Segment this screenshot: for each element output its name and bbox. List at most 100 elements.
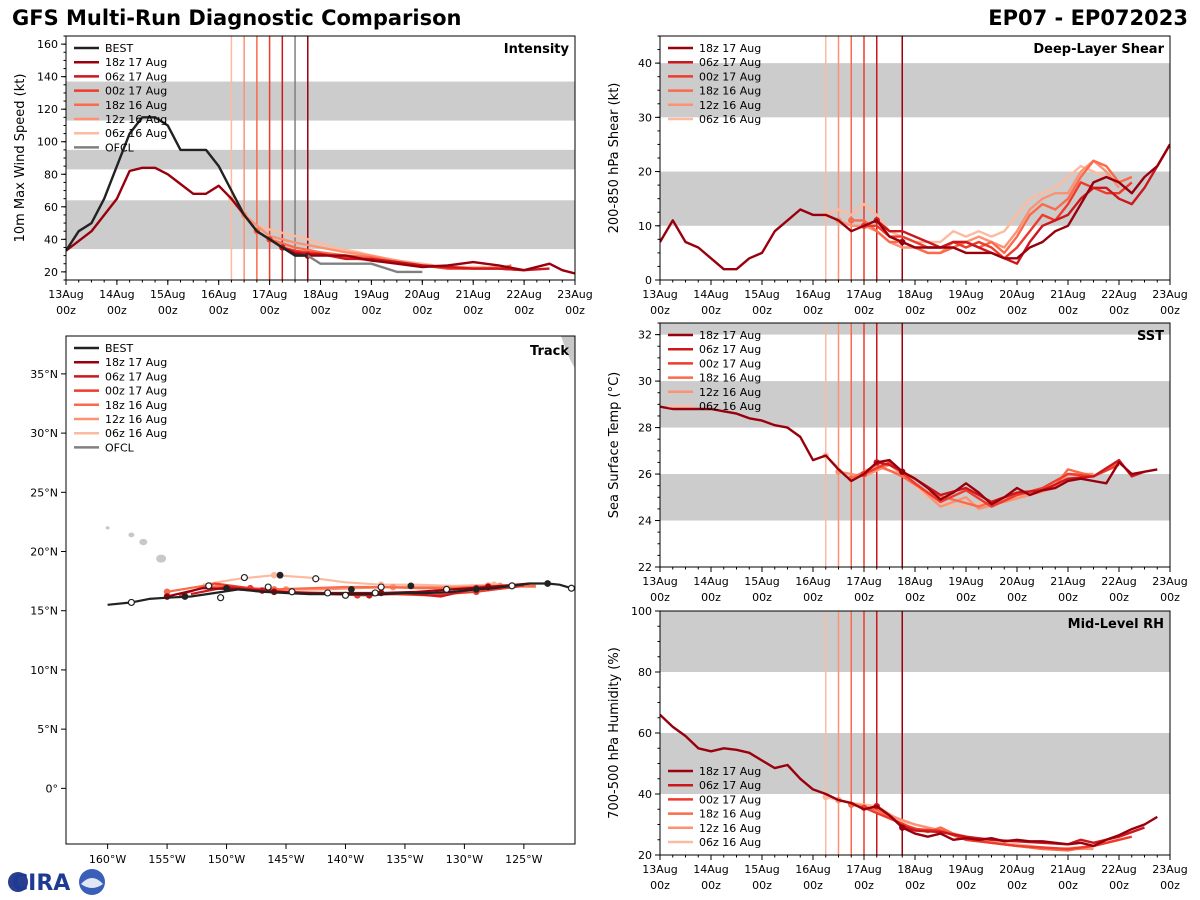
track-marker [270,571,278,579]
xtick-sublabel-10: 00z [565,304,585,317]
panel-sst: 22 24 26 28 30 32 13Aug 00z 14Aug 00z 15Aug 00z 16Au… [607,322,1188,604]
open-marker-6 [324,589,332,597]
xtick-sublabel-6: 00z [362,304,382,317]
panel-track: 0° 5°N 10°N 15°N 20°N 25°N 30°N 35°N 160°W 155°W 1… [30,335,576,866]
xtick-label-7: 20Aug [999,575,1034,588]
xtick-label-2: 15Aug [744,575,779,588]
xtick-label-10: 23Aug [1152,863,1187,876]
track-xtick-label-1: 155°W [148,853,185,866]
series-00z-17-aug [864,181,1133,260]
legend-label-7: OFCL [105,441,135,454]
panel-rh: 20 40 60 80 100 13Aug 00z 14Aug 00z 15Aug 00z 16Aug… [607,605,1188,892]
ytick-label-1: 10 [638,220,652,233]
ytick-label-4: 40 [638,57,652,70]
xtick-sublabel-4: 00z [260,304,280,317]
xtick-sublabel-4: 00z [854,591,874,604]
xtick-label-9: 22Aug [1101,575,1136,588]
xtick-sublabel-3: 00z [803,304,823,317]
legend-label-3: 18z 16 Aug [699,808,761,821]
xtick-sublabel-2: 00z [158,304,178,317]
land-island-2 [128,532,135,538]
xtick-label-7: 20Aug [999,863,1034,876]
legend-label-4: 18z 16 Aug [105,399,167,412]
series-00z-17-aug [863,461,1120,508]
xtick-sublabel-5: 00z [311,304,331,317]
xtick-label-0: 13Aug [642,863,677,876]
xtick-label-5: 18Aug [303,288,338,301]
ylabel-intensity: 10m Max Wind Speed (kt) [13,74,28,243]
ytick-label-4: 100 [631,605,652,618]
xtick-label-5: 18Aug [897,575,932,588]
panel-intensity: 20 40 60 80 100 120 140 160 13Aug 00z 14Aug 00z 15Au… [13,35,593,317]
xtick-label-2: 15Aug [150,288,185,301]
xtick-label-6: 19Aug [354,288,389,301]
xtick-sublabel-0: 00z [650,591,670,604]
band-0 [660,171,1170,226]
xtick-sublabel-0: 00z [650,304,670,317]
series-18z-16-aug [851,159,1133,255]
ytick-label-0: 22 [638,561,652,574]
track-ytick-label-1: 5°N [37,723,58,736]
xtick-sublabel-10: 00z [1160,304,1180,317]
panel-title-sst: SST [1137,329,1164,344]
plot-area-shear [660,36,1170,280]
ytick-label-2: 60 [638,727,652,740]
xtick-sublabel-3: 00z [803,591,823,604]
panel-title-intensity: Intensity [504,42,570,57]
open-marker-1 [508,582,516,590]
legend-label-3: 18z 16 Aug [699,85,761,98]
xtick-label-10: 23Aug [1152,575,1187,588]
xtick-label-9: 22Aug [1101,288,1136,301]
ytick-label-4: 30 [638,375,652,388]
figure-title: GFS Multi-Run Diagnostic Comparison [12,6,462,30]
legend-label-0: 18z 17 Aug [699,329,761,342]
track-ytick-label-3: 15°N [30,605,58,618]
legend-label-0: 18z 17 Aug [699,42,761,55]
legend-label-1: 06z 17 Aug [699,56,761,69]
panel-title-shear: Deep-Layer Shear [1033,42,1164,57]
init-marker-0 [899,468,906,475]
xtick-label-8: 21Aug [455,288,490,301]
xtick-sublabel-0: 00z [56,304,76,317]
series-18z-17-aug [660,405,1158,506]
legend-label-0: BEST [105,342,133,355]
ytick-label-3: 28 [638,422,652,435]
ytick-label-1: 40 [638,788,652,801]
open-marker-12 [341,591,350,599]
track-ytick-label-6: 30°N [30,427,58,440]
legend-label-6: 06z 16 Aug [105,127,167,140]
xtick-sublabel-6: 00z [956,591,976,604]
plot-area-sst [660,323,1170,567]
xtick-label-8: 21Aug [1050,288,1085,301]
xtick-sublabel-8: 00z [463,304,483,317]
best-marker-6 [181,593,189,600]
xtick-label-8: 21Aug [1050,575,1085,588]
xtick-label-6: 19Aug [948,575,983,588]
legend-label-0: 18z 17 Aug [699,765,761,778]
legend-label-2: 06z 17 Aug [105,370,167,383]
open-marker-3 [377,583,385,591]
xtick-sublabel-2: 00z [752,879,772,892]
plot-area-track [105,336,575,607]
legend-label-6: 06z 16 Aug [105,427,167,440]
xtick-sublabel-4: 00z [854,879,874,892]
xtick-sublabel-3: 00z [209,304,229,317]
xtick-sublabel-8: 00z [1058,304,1078,317]
track-xtick-label-4: 140°W [327,853,364,866]
best-marker-0 [544,580,552,587]
ylabel-rh: 700-500 hPa Humidity (%) [607,647,622,819]
xtick-sublabel-6: 00z [956,879,976,892]
series-06z-16-aug [825,164,1107,244]
best-marker-2 [407,582,415,590]
ytick-label-2: 60 [44,201,58,214]
legend-label-1: 18z 17 Aug [105,56,167,69]
best-marker-1 [472,586,480,593]
xtick-sublabel-4: 00z [854,304,874,317]
xtick-sublabel-10: 00z [1160,879,1180,892]
legend-label-3: 18z 16 Aug [699,372,761,385]
xtick-sublabel-10: 00z [1160,591,1180,604]
xtick-label-9: 22Aug [1101,863,1136,876]
xtick-label-0: 13Aug [642,575,677,588]
band-2 [66,81,575,121]
